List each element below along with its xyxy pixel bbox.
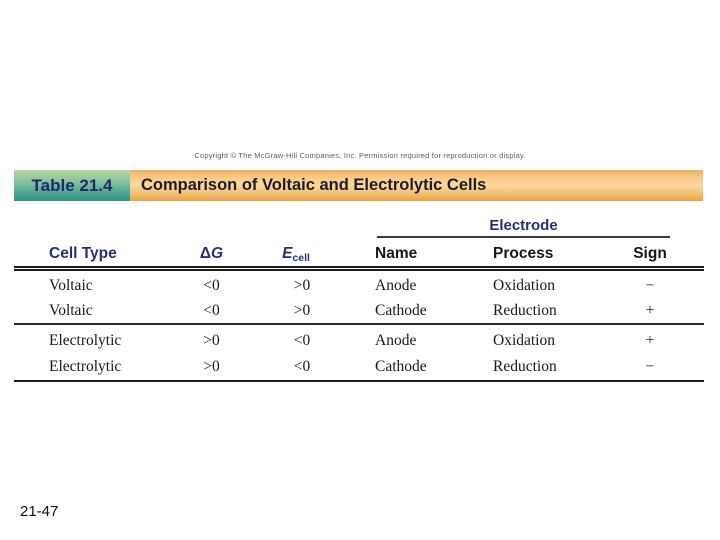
table-cell: <0 — [203, 276, 220, 294]
e-cell-subscript: cell — [292, 251, 310, 264]
table-number-badge: Table 21.4 — [14, 170, 130, 201]
table-cell: Reduction — [493, 358, 557, 375]
table-cell: >0 — [203, 358, 220, 375]
table-cell: Oxidation — [493, 332, 555, 349]
g-symbol: G — [211, 245, 224, 262]
table-cell: Electrolytic — [49, 332, 122, 349]
header-name: Name — [375, 245, 418, 262]
table-row: Voltaic <0 >0 Cathode Reduction + — [14, 298, 704, 323]
table-title: Comparison of Voltaic and Electrolytic C… — [130, 170, 703, 201]
table-cell: − — [645, 358, 655, 375]
table-cell: Anode — [375, 276, 417, 294]
header-cell-type: Cell Type — [49, 245, 117, 262]
table-cell: <0 — [203, 301, 220, 319]
table-title-bar: Table 21.4 Comparison of Voltaic and Ele… — [14, 170, 703, 201]
electrode-group-label: Electrode — [377, 217, 670, 238]
header-process: Process — [493, 245, 554, 262]
section-divider-rule — [14, 323, 704, 325]
table-row: Electrolytic >0 <0 Anode Oxidation + — [14, 328, 704, 354]
table-cell: Voltaic — [49, 276, 93, 294]
header-divider-rule — [14, 266, 704, 271]
table-cell: >0 — [293, 276, 311, 294]
table-cell: Cathode — [375, 358, 427, 375]
electrolytic-section: Electrolytic >0 <0 Anode Oxidation + Ele… — [14, 325, 704, 380]
header-sign: Sign — [633, 245, 667, 262]
table-cell: Voltaic — [49, 301, 93, 319]
voltaic-section: Voltaic <0 >0 Anode Oxidation − Voltaic … — [14, 271, 704, 323]
electrode-group-header: Electrode — [355, 206, 704, 238]
table-row: Voltaic <0 >0 Anode Oxidation − — [14, 273, 704, 298]
table-cell: + — [645, 332, 655, 349]
table-cell: − — [645, 276, 655, 294]
electrode-row-spacer — [14, 206, 355, 238]
delta-symbol: Δ — [199, 245, 212, 262]
table-bottom-rule — [14, 380, 704, 382]
copyright-text: Copyright © The McGraw-Hill Companies, I… — [194, 151, 526, 160]
table-cell: + — [645, 301, 655, 319]
table-cell: <0 — [293, 332, 311, 349]
table-cell: Electrolytic — [49, 358, 122, 375]
table-cell: >0 — [293, 301, 311, 319]
table-cell: <0 — [293, 358, 311, 375]
table-cell: Anode — [375, 332, 417, 349]
table-cell: Oxidation — [493, 276, 555, 294]
electrode-group-row: Electrode — [14, 206, 704, 238]
table-cell: Reduction — [493, 301, 557, 319]
table-row: Electrolytic >0 <0 Cathode Reduction − — [14, 354, 704, 380]
e-symbol: E — [282, 245, 293, 262]
table-cell: Cathode — [375, 301, 427, 319]
page-number: 21-47 — [20, 503, 59, 520]
table-cell: >0 — [203, 332, 220, 349]
